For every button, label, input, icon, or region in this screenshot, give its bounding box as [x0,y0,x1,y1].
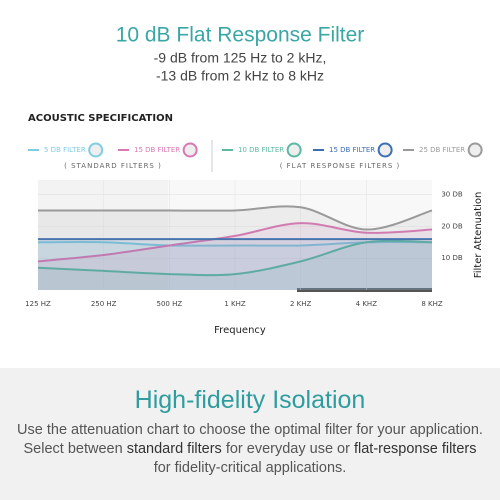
legend-icon [467,142,483,158]
legend-icon [182,142,198,158]
legend-label: 10 DB FILTER [238,146,284,154]
group-label: ( FLAT RESPONSE FILTERS ) [280,162,401,170]
emphasis: standard filters [126,441,222,457]
legend-icon [377,142,393,158]
legend-icon [286,142,302,158]
x-tick-label: 2 KHZ [290,300,312,308]
text: Use the attenuation chart to choose the … [17,422,483,457]
plot-shade [168,180,432,290]
footer-title: High-fidelity Isolation [134,386,366,414]
footer-text: Use the attenuation chart to choose the … [15,421,485,478]
text: for everyday use or [221,441,354,457]
title: 10 dB Flat Response Filter [116,24,365,47]
legend-label: 15 DB FILTER [329,146,375,154]
emphasis: flat-response filters [353,441,477,457]
series-area [38,239,432,290]
section-label: ACOUSTIC SPECIFICATION [28,113,173,124]
legend-icon [88,142,104,158]
y-tick-label: 20 DB [441,222,463,230]
y-tick-label: 30 DB [441,191,463,199]
x-tick-label: 1 KHZ [224,300,246,308]
legend-label: 25 DB FILTER [419,146,465,154]
y-tick-label: 10 DB [441,254,463,262]
x-tick-label: 8 KHZ [421,300,443,308]
footer: High-fidelity Isolation Use the attenuat… [0,368,500,500]
x-axis-label: Frequency [214,325,266,336]
series-area [38,240,432,290]
legend-label: 15 DB FILTER [134,146,180,154]
series-line [37,222,433,263]
series-area [38,242,432,290]
infographic: 10 dB Flat Response Filter -9 dB from 12… [25,24,484,336]
text: for fidelity-critical applications. [153,460,347,476]
x-tick-label: 250 HZ [91,300,117,308]
subtitle: -9 dB from 125 Hz to 2 kHz, [154,50,327,66]
range-bar [297,288,432,292]
y-axis-label: Filter Attenuation [473,192,484,279]
x-tick-label: 4 KHZ [356,300,378,308]
series-line [38,205,433,231]
series-line [37,239,433,277]
subtitle: -13 dB from 2 kHz to 8 kHz [156,68,324,84]
x-tick-label: 125 HZ [25,300,51,308]
legend-label: 5 DB FILTER [44,146,86,154]
group-label: ( STANDARD FILTERS ) [64,162,162,170]
series-area [38,206,432,290]
x-tick-label: 500 HZ [157,300,183,308]
